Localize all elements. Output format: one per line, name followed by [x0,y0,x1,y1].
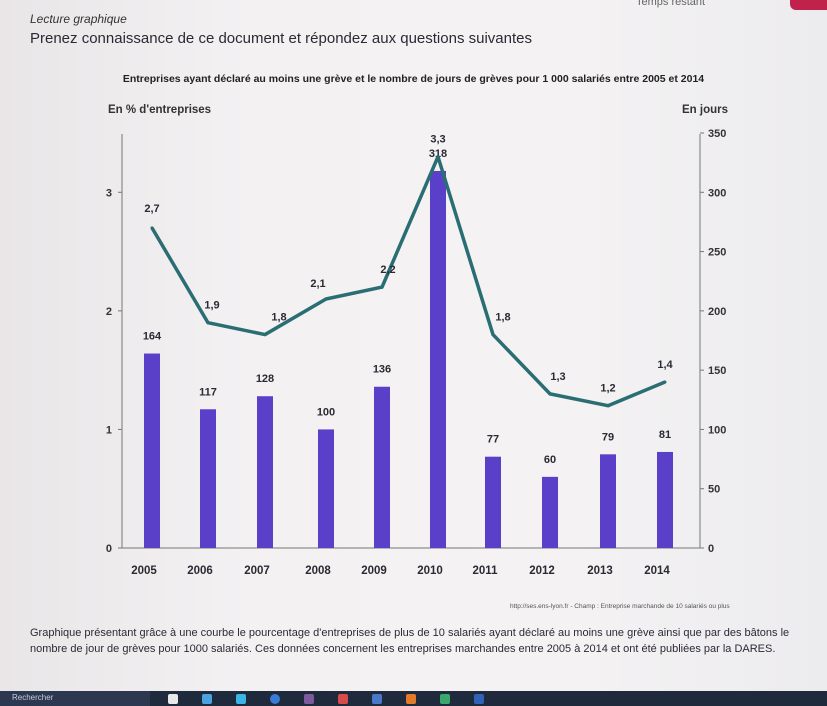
x-axis-tick-label: 2006 [187,565,213,577]
bar-data-label: 60 [544,454,556,466]
line-point [663,380,667,384]
left-axis-tick-label: 2 [106,306,112,318]
line-point [436,155,440,159]
right-axis-tick-label: 0 [708,543,714,555]
top-bar: Temps restant [0,0,827,12]
bar-data-label: 164 [143,331,162,343]
line-point [491,333,495,337]
right-axis-tick-label: 300 [708,187,726,199]
app-icon[interactable] [474,694,484,704]
bar-2010 [430,170,446,548]
app-icon[interactable] [406,694,416,704]
line-data-label: 1,3 [550,371,565,383]
x-axis-tick-label: 2011 [473,565,499,577]
chart-title: Entreprises ayant déclaré au moins une g… [122,73,705,85]
right-axis-label: En jours [682,104,729,116]
line-data-label: 1,2 [600,383,615,395]
line-series [150,154,666,408]
taskbar-search[interactable]: Rechercher [0,691,150,706]
line-data-label: 2,7 [144,203,159,215]
timer-label: Temps restant [636,0,706,8]
bar-2006 [200,409,216,548]
line-point [380,285,384,289]
x-axis-tick-label: 2007 [244,565,270,577]
bar-2012 [542,476,558,548]
line-data-label: 1,4 [657,359,673,371]
left-axis-tick-label: 0 [106,543,112,555]
bar-2011 [485,456,501,548]
right-axis-tick-label: 200 [708,306,726,318]
left-axis-label: En % d'entreprises [108,104,212,116]
x-axis-tick-label: 2005 [131,565,157,577]
taskbar: Rechercher [0,691,827,706]
bar-2014 [657,451,673,548]
line-point [324,297,328,301]
bar-2009 [374,386,390,548]
x-axis-tick-label: 2013 [587,565,613,577]
bar-data-label: 117 [199,386,217,398]
bar-data-label: 100 [317,406,335,418]
x-axis-tick-label: 2012 [529,565,555,577]
task-view-icon[interactable] [168,694,178,704]
right-axis-tick-label: 350 [708,128,726,140]
app-icon[interactable] [304,694,314,704]
right-axis-tick-label: 100 [708,424,726,436]
top-right-button[interactable] [790,0,827,10]
bar-data-label: 77 [487,434,499,446]
line-point [263,333,267,337]
browser-icon[interactable] [270,694,280,704]
x-axis-tick-label: 2009 [361,565,387,577]
line-point [606,404,610,408]
app-icon[interactable] [440,694,450,704]
right-axis-tick-label: 50 [708,484,720,496]
left-axis-tick-label: 3 [106,187,112,199]
bar-data-label: 81 [659,429,671,441]
bar-data-label: 79 [602,431,614,443]
app-icon[interactable] [372,694,382,704]
line-data-label: 1,8 [495,312,510,324]
line-data-label: 2,1 [310,278,325,290]
app-icon[interactable] [202,694,212,704]
line-data-label: 2,2 [380,264,395,276]
right-axis-tick-label: 150 [708,365,726,377]
x-axis-tick-label: 2014 [644,565,670,577]
section-kicker: Lecture graphique [30,12,127,26]
line-data-label: 1,9 [204,300,219,312]
line-data-label: 1,8 [271,312,286,324]
chart-caption: Graphique présentant grâce à une courbe … [30,627,790,655]
line-data-label: 3,3 [430,134,445,146]
line-point [548,392,552,396]
chart: 0 1 2 3 0 50 100 150 200 250 300 350 164 117 128 100 136… [106,128,726,577]
page-title: Prenez connaissance de ce document et ré… [30,30,532,47]
line-point [206,321,210,325]
bar-2008 [318,429,334,548]
x-axis-tick-label: 2010 [417,565,443,577]
line-point [150,226,154,230]
right-axis-tick-label: 250 [708,247,726,259]
bar-data-label: 128 [256,373,274,385]
taskbar-search-label: Rechercher [12,693,54,702]
bar-data-label: 318 [429,148,447,160]
x-axis-tick-label: 2008 [305,565,331,577]
bar-data-label: 136 [373,364,391,376]
left-axis-tick-label: 1 [106,424,112,436]
bar-2005 [144,353,160,548]
bar-2007 [257,396,273,548]
app-icon[interactable] [338,694,348,704]
bar-2013 [600,454,616,548]
app-icon[interactable] [236,694,246,704]
chart-source: http://ses.ens-lyon.fr - Champ : Entrepr… [510,603,730,610]
